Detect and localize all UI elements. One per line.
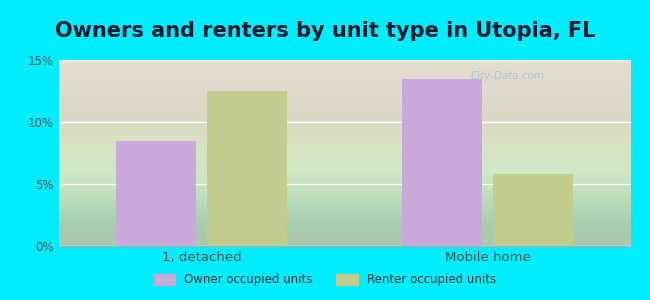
Bar [116,141,196,246]
Bar [402,79,482,246]
Text: Owners and renters by unit type in Utopia, FL: Owners and renters by unit type in Utopi… [55,21,595,41]
Bar [493,174,573,246]
Legend: Owner occupied units, Renter occupied units: Owner occupied units, Renter occupied un… [149,269,501,291]
Bar [207,91,287,246]
Text: City-Data.com: City-Data.com [471,71,545,81]
